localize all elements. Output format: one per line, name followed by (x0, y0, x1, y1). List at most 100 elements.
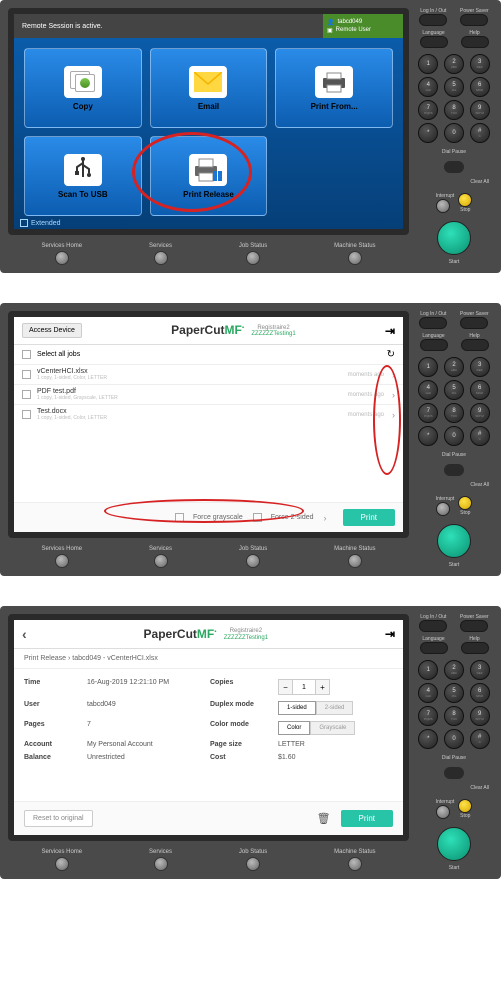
interrupt-btn[interactable] (436, 502, 450, 516)
chevron-right-icon[interactable]: › (392, 370, 395, 380)
phys-btn[interactable] (348, 251, 362, 265)
phys-btn[interactable] (154, 554, 168, 568)
key-5[interactable]: 5JKL (444, 380, 464, 400)
tile-printer[interactable]: Print From... (275, 48, 393, 128)
dial-pause-btn[interactable] (444, 767, 464, 779)
key-4[interactable]: 4GHI (418, 683, 438, 703)
key-7[interactable]: 7PQRS (418, 403, 438, 423)
key-0[interactable]: 0 (444, 729, 464, 749)
key-0[interactable]: 0 (444, 123, 464, 143)
stepper-minus[interactable]: − (279, 680, 293, 694)
stepper-plus[interactable]: + (315, 680, 329, 694)
dial-pause-btn[interactable] (444, 161, 464, 173)
key-2[interactable]: 2ABC (444, 54, 464, 74)
phys-btn[interactable] (55, 857, 69, 871)
access-device-button[interactable]: Access Device (22, 323, 82, 338)
color-option[interactable]: Color (278, 721, 310, 735)
force-2sided-option[interactable]: Force 2-sided (253, 513, 314, 522)
key-6[interactable]: 6MNO (470, 683, 490, 703)
delete-icon[interactable]: 🗑 (317, 812, 331, 825)
key-1[interactable]: 1 (418, 357, 438, 377)
rp-btn[interactable] (419, 620, 447, 632)
key-8[interactable]: 8TUV (444, 706, 464, 726)
key-#[interactable]: #C (470, 426, 490, 446)
phys-btn[interactable] (154, 857, 168, 871)
key-*[interactable]: * (418, 123, 438, 143)
job-row[interactable]: Test.docx1 copy, 1-sided, Color, LETTERm… (14, 405, 403, 424)
chevron-right-icon[interactable]: › (324, 513, 327, 523)
footer-extended[interactable]: Extended (20, 219, 61, 227)
rp-btn[interactable] (461, 642, 489, 654)
rp-btn[interactable] (419, 317, 447, 329)
phys-btn[interactable] (154, 251, 168, 265)
key-1[interactable]: 1 (418, 660, 438, 680)
tile-email[interactable]: Email (150, 48, 268, 128)
key-6[interactable]: 6MNO (470, 380, 490, 400)
phys-btn[interactable] (348, 554, 362, 568)
key-2[interactable]: 2ABC (444, 660, 464, 680)
start-button[interactable] (437, 221, 471, 255)
interrupt-btn[interactable] (436, 805, 450, 819)
job-checkbox[interactable] (22, 390, 31, 399)
clear-all-btn[interactable] (458, 799, 472, 813)
interrupt-btn[interactable] (436, 199, 450, 213)
key-5[interactable]: 5JKL (444, 683, 464, 703)
rp-btn[interactable] (461, 36, 489, 48)
job-checkbox[interactable] (22, 410, 31, 419)
phys-btn[interactable] (246, 251, 260, 265)
rp-btn[interactable] (460, 620, 488, 632)
reset-button[interactable]: Reset to original (24, 810, 93, 827)
key-5[interactable]: 5JKL (444, 77, 464, 97)
rp-btn[interactable] (460, 317, 488, 329)
chevron-right-icon[interactable]: › (392, 410, 395, 420)
duplex-toggle[interactable]: 1-sided2-sided (278, 701, 353, 715)
key-9[interactable]: 9WXYZ (470, 706, 490, 726)
key-3[interactable]: 3DEF (470, 660, 490, 680)
key-*[interactable]: * (418, 729, 438, 749)
rp-btn[interactable] (461, 339, 489, 351)
key-4[interactable]: 4GHI (418, 77, 438, 97)
grayscale-option[interactable]: Grayscale (310, 721, 355, 735)
print-button[interactable]: Print (343, 509, 395, 526)
refresh-icon[interactable]: ↻ (387, 349, 395, 360)
start-button[interactable] (437, 827, 471, 861)
rp-btn[interactable] (420, 36, 448, 48)
force-grayscale-option[interactable]: Force grayscale (175, 513, 243, 522)
duplex-1sided[interactable]: 1-sided (278, 701, 316, 715)
print-button[interactable]: Print (341, 810, 393, 827)
phys-btn[interactable] (55, 251, 69, 265)
select-all-checkbox[interactable] (22, 350, 31, 359)
duplex-2sided[interactable]: 2-sided (316, 701, 354, 715)
rp-btn[interactable] (460, 14, 488, 26)
colormode-toggle[interactable]: ColorGrayscale (278, 721, 355, 735)
clear-all-btn[interactable] (458, 496, 472, 510)
clear-all-btn[interactable] (458, 193, 472, 207)
user-badge[interactable]: 👤tabcd049 ▣Remote User (323, 14, 403, 38)
key-7[interactable]: 7PQRS (418, 706, 438, 726)
key-#[interactable]: #C (470, 123, 490, 143)
start-button[interactable] (437, 524, 471, 558)
key-3[interactable]: 3DEF (470, 357, 490, 377)
logout-icon[interactable]: ⇥ (385, 627, 395, 641)
key-0[interactable]: 0 (444, 426, 464, 446)
copies-input[interactable] (293, 680, 315, 694)
key-3[interactable]: 3DEF (470, 54, 490, 74)
key-1[interactable]: 1 (418, 54, 438, 74)
tile-usb[interactable]: Scan To USB (24, 136, 142, 216)
key-9[interactable]: 9WXYZ (470, 403, 490, 423)
job-row[interactable]: vCenterHCI.xlsx1 copy, 1-sided, Color, L… (14, 365, 403, 385)
rp-btn[interactable] (420, 339, 448, 351)
dial-pause-btn[interactable] (444, 464, 464, 476)
job-checkbox[interactable] (22, 370, 31, 379)
key-#[interactable]: #C (470, 729, 490, 749)
logout-icon[interactable]: ⇥ (385, 324, 395, 338)
tile-copy[interactable]: Copy (24, 48, 142, 128)
copies-stepper[interactable]: −+ (278, 679, 330, 695)
key-8[interactable]: 8TUV (444, 100, 464, 120)
key-7[interactable]: 7PQRS (418, 100, 438, 120)
key-2[interactable]: 2ABC (444, 357, 464, 377)
chevron-right-icon[interactable]: › (392, 390, 395, 400)
rp-btn[interactable] (420, 642, 448, 654)
key-4[interactable]: 4GHI (418, 380, 438, 400)
key-*[interactable]: * (418, 426, 438, 446)
